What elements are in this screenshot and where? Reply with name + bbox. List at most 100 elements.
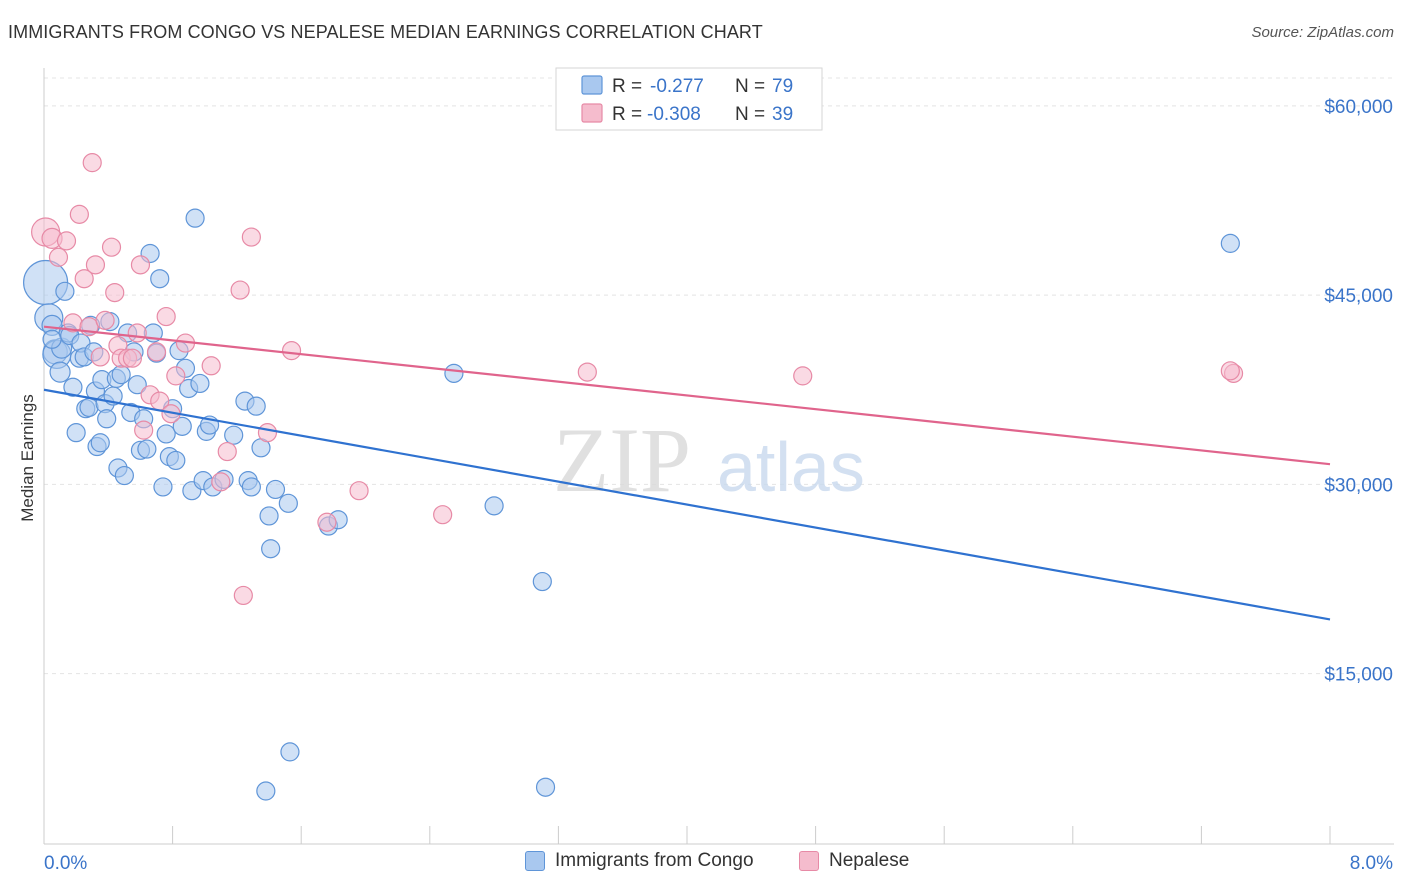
data-point-nepalese [74,269,94,289]
legend-n-value-0: 79 [772,76,793,97]
data-point-nepalese [577,362,597,382]
data-point-nepalese [433,505,453,525]
data-point-nepalese [241,227,261,247]
data-point-nepalese [793,366,813,386]
data-point-congo [79,397,99,418]
data-point-nepalese [233,585,253,606]
legend-r-label-1: R = [612,104,642,125]
y-tick-label: $30,000 [1324,475,1393,496]
data-point-congo [127,375,147,395]
data-point-nepalese [349,481,369,501]
data-point-nepalese [105,282,125,303]
data-point-nepalese [217,441,237,462]
data-point-nepalese [156,306,176,327]
data-point-congo [137,439,157,459]
data-point-nepalese [146,342,167,362]
data-point-nepalese [56,231,77,251]
data-point-congo [278,493,298,513]
data-point-nepalese [48,247,69,267]
grid-lines [44,77,1394,675]
data-point-congo [66,423,86,443]
legend-item-congo[interactable]: Immigrants from Congo [525,850,754,872]
y-axis-label: Median Earnings [18,394,37,522]
data-point-congo [261,539,281,559]
data-point-congo [246,396,266,416]
trend-line-congo [43,388,1331,621]
data-point-congo [535,777,556,797]
x-tick-label-min: 0.0% [44,853,87,874]
data-point-congo [265,479,286,500]
data-point-nepalese [122,348,143,368]
data-point-congo [172,416,192,436]
series-legend: Immigrants from Congo Nepalese [0,850,1406,878]
watermark-atlas: atlas [717,428,865,506]
data-point-congo [166,450,186,471]
data-point-nepalese [82,153,102,173]
legend-swatch-nepalese-bottom [799,851,819,871]
data-point-congo [190,373,210,394]
data-point-nepalese [281,341,302,361]
data-point-congo [63,377,83,397]
data-point-congo [42,329,62,349]
data-point-nepalese [134,420,154,440]
data-point-congo [111,365,131,385]
legend-label-nepalese: Nepalese [829,850,910,871]
watermark-zip: ZIP [553,409,691,511]
data-point-nepalese [211,472,231,492]
legend-r-label-0: R = [612,76,642,97]
data-point-nepalese [201,356,221,376]
data-point-nepalese [101,237,122,257]
chart-source: Source: ZipAtlas.com [1251,24,1394,41]
data-point-nepalese [317,512,337,532]
data-point-congo [185,208,205,228]
data-point-congo [484,496,504,516]
trend-line-nepalese [43,325,1331,466]
tick-labels: $15,000 $30,000 $45,000 $60,000 0.0% 8.0% [44,97,1393,874]
legend-swatch-congo [581,75,603,95]
data-point-congo [532,571,552,592]
data-point-nepalese [95,310,115,330]
data-point-congo [97,409,117,429]
y-tick-label: $60,000 [1324,97,1393,118]
data-point-congo [156,424,176,444]
data-point-congo [259,506,279,526]
data-point-nepalese [257,423,278,443]
data-point-congo [153,477,173,497]
data-point-congo [150,269,170,289]
data-point-congo [49,361,71,383]
data-point-congo [224,425,244,445]
legend-swatch-congo-bottom [525,851,545,871]
data-point-congo [114,465,134,486]
data-point-congo [280,742,300,762]
x-tick-label-max: 8.0% [1350,853,1393,874]
legend-item-nepalese[interactable]: Nepalese [799,850,909,872]
data-point-congo [55,281,75,301]
data-point-nepalese [130,255,151,275]
legend-label-congo: Immigrants from Congo [555,850,754,871]
correlation-legend: R = -0.277 N = 79 R = -0.308 N = 39 [555,67,823,131]
data-point-nepalese [1220,361,1240,381]
axes [43,68,1394,845]
chart-title: IMMIGRANTS FROM CONGO VS NEPALESE MEDIAN… [8,22,763,42]
data-point-nepalese [127,323,147,343]
data-point-congo [1220,233,1240,253]
data-point-nepalese [85,255,106,275]
data-point-congo [90,433,110,453]
data-point-nepalese [90,347,110,367]
legend-n-label-1: N = [735,104,765,125]
data-point-congo [256,781,276,801]
data-point-nepalese [230,280,250,300]
watermark: ZIP atlas [553,409,865,511]
legend-n-value-1: 39 [772,104,793,125]
legend-n-label-0: N = [735,76,765,97]
data-point-nepalese [166,366,186,386]
y-tick-label: $45,000 [1324,286,1393,307]
y-tick-label: $15,000 [1324,665,1393,686]
y-axis-label-group: Median Earnings [18,394,37,522]
data-point-nepalese [69,204,89,224]
data-point-congo [444,363,464,383]
trend-lines [43,325,1331,621]
legend-r-value-1: -0.308 [647,104,701,125]
legend-swatch-nepalese [581,103,603,123]
